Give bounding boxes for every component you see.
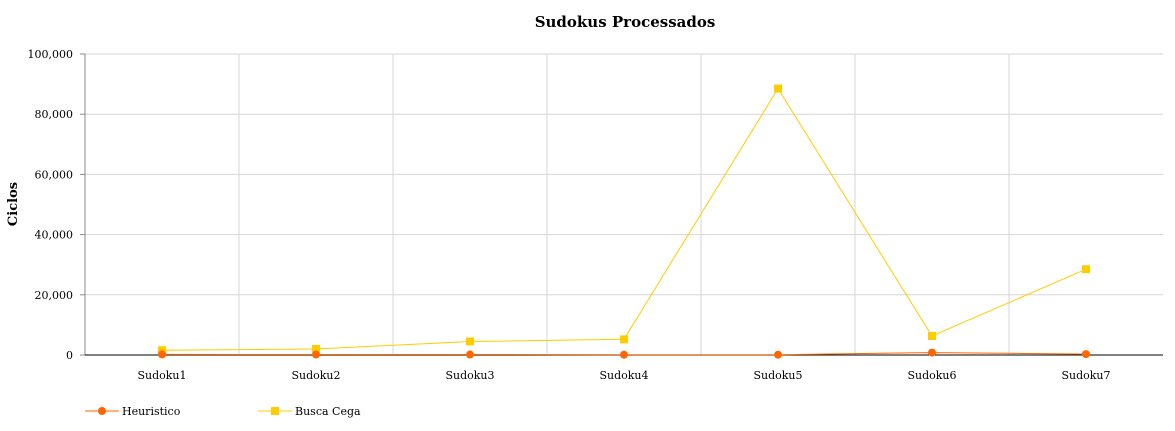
data-point: [620, 350, 628, 359]
data-point: [928, 348, 936, 357]
data-point: [774, 84, 782, 93]
data-point: [312, 344, 320, 353]
y-axis-ticks: 0 20,000 40,000 60,000 80,000 100,000: [28, 48, 85, 362]
y-tick-label: 40,000: [35, 229, 74, 242]
x-tick-label: Sudoku3: [445, 369, 494, 382]
series-line-1: [161, 87, 1087, 351]
x-tick-label: Sudoku1: [137, 369, 186, 382]
data-point: [312, 350, 320, 359]
data-point: [774, 350, 782, 359]
data-point: [620, 335, 628, 344]
y-tick-label: 20,000: [35, 289, 74, 302]
chart-series: [158, 84, 1090, 359]
chart-axes: [84, 54, 1163, 356]
legend-marker: [271, 407, 279, 415]
x-tick-label: Sudoku7: [1061, 369, 1110, 382]
data-point: [1082, 265, 1090, 274]
x-tick-label: Sudoku6: [907, 369, 956, 382]
data-point: [466, 350, 474, 359]
y-axis-label: Ciclos: [6, 182, 21, 226]
y-tick-label: 0: [66, 349, 73, 362]
y-tick-label: 80,000: [35, 108, 74, 121]
chart-title: Sudokus Processados: [535, 13, 716, 31]
chart-grid: [85, 53, 1163, 355]
x-axis-ticks: Sudoku1 Sudoku2 Sudoku3 Sudoku4 Sudoku5 Sudok…: [137, 369, 1110, 382]
legend-label: Busca Cega: [295, 405, 361, 418]
y-tick-label: 100,000: [28, 48, 74, 61]
data-point: [466, 337, 474, 346]
y-tick-label: 60,000: [35, 168, 74, 181]
x-tick-label: Sudoku4: [599, 369, 648, 382]
chart-legend: Heuristico Busca Cega: [85, 405, 361, 418]
data-point: [158, 346, 166, 355]
legend-marker: [98, 407, 106, 415]
data-point: [928, 332, 936, 341]
data-point: [158, 350, 166, 359]
x-tick-label: Sudoku2: [291, 369, 340, 382]
x-tick-label: Sudoku5: [753, 369, 802, 382]
legend-label: Heuristico: [122, 405, 181, 418]
data-point: [1082, 350, 1090, 359]
